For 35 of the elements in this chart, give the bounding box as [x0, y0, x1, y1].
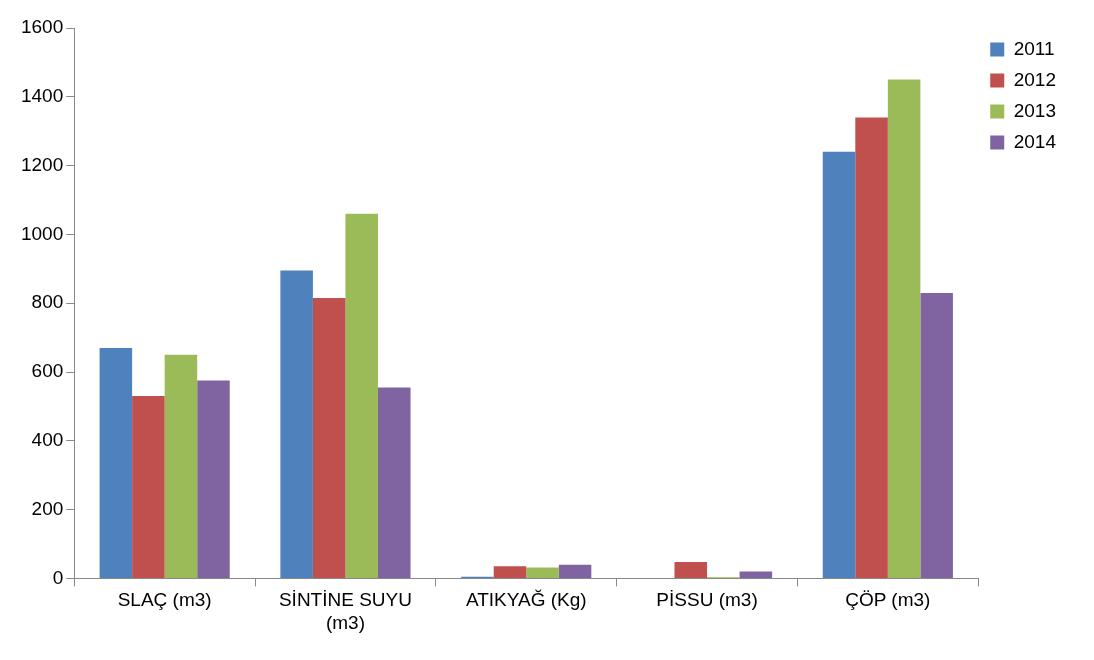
- bar: [558, 564, 592, 578]
- y-tick-label: 400: [31, 429, 64, 451]
- bar: [280, 270, 313, 578]
- y-tick-label: 1600: [20, 16, 64, 38]
- y-tick-label: 200: [31, 497, 64, 519]
- y-tick-label: 800: [31, 291, 64, 313]
- legend-label: 2012: [1013, 68, 1057, 90]
- bar: [378, 387, 411, 578]
- bar: [855, 117, 888, 578]
- y-tick-label: 1200: [20, 153, 64, 175]
- legend-label: 2013: [1013, 99, 1057, 121]
- x-tick-label: PİSSU (m3): [656, 589, 758, 611]
- x-tick-label: ÇÖP (m3): [845, 589, 931, 611]
- bar: [312, 298, 346, 578]
- y-tick-label: 600: [31, 360, 64, 382]
- x-tick-label: SLAÇ (m3): [117, 589, 212, 611]
- bar: [674, 561, 708, 578]
- legend-label: 2014: [1013, 130, 1057, 152]
- bar: [345, 213, 378, 578]
- bar: [822, 151, 856, 578]
- bar: [739, 571, 773, 578]
- y-tick-label: 1000: [20, 222, 64, 244]
- bar: [197, 380, 230, 578]
- bar: [164, 354, 198, 578]
- bar: [132, 396, 165, 578]
- x-tick-label: ATIKYAĞ (Kg): [465, 589, 587, 611]
- bar: [99, 347, 133, 578]
- legend-label: 2011: [1013, 37, 1055, 59]
- bar: [887, 79, 921, 578]
- y-tick-label: 1400: [20, 85, 64, 107]
- bar: [493, 566, 527, 578]
- y-tick-label: 0: [52, 566, 64, 588]
- bar: [920, 292, 953, 578]
- x-tick-label: SİNTİNE SUYU (m3): [278, 589, 412, 633]
- bar: [526, 567, 559, 578]
